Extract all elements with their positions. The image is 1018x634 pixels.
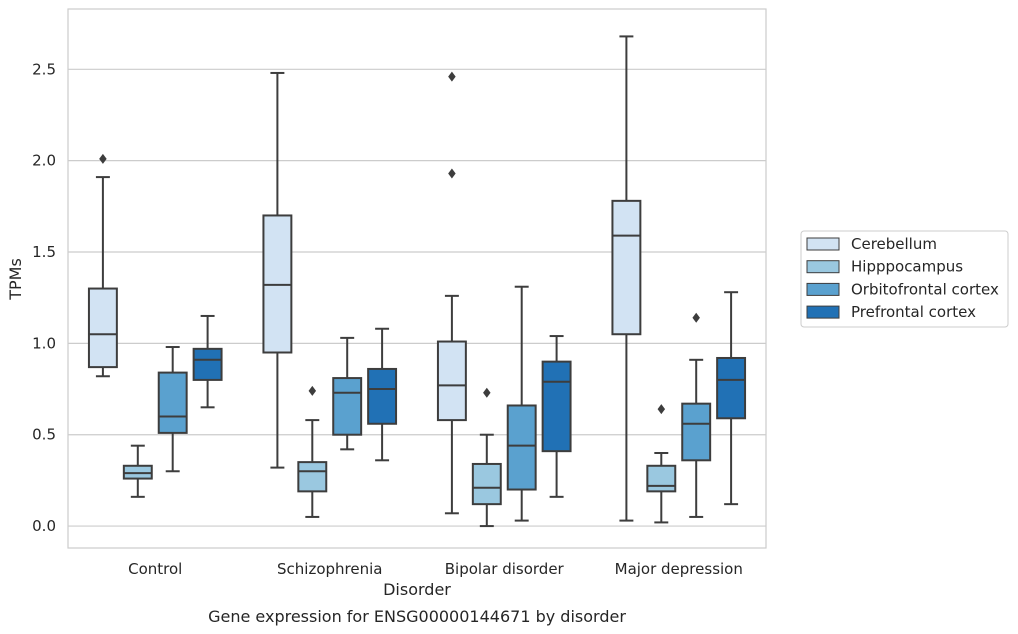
outlier-point [657, 404, 666, 415]
x-axis-label: Disorder [383, 580, 451, 599]
box-body [367, 367, 398, 425]
legend-swatch [806, 305, 840, 319]
box [471, 387, 502, 528]
box [506, 285, 537, 522]
outlier-point [483, 387, 491, 398]
y-axis-ticks: 0.0 0.5 1.0 1.5 2.0 2.5 [32, 60, 56, 535]
box-body [506, 404, 537, 491]
box-series [87, 35, 747, 528]
legend-label: Hipppocampus [851, 258, 963, 276]
box [436, 71, 467, 515]
box [157, 346, 188, 473]
box [87, 153, 118, 378]
outlier-point [448, 71, 456, 82]
box-body [436, 340, 467, 422]
box [192, 314, 223, 409]
outlier-point [308, 385, 317, 396]
x-axis-ticks: Control Schizophrenia Bipolar disorder Majo… [128, 560, 743, 578]
box-body [87, 287, 118, 369]
box-body [681, 402, 712, 462]
box-body [297, 461, 328, 493]
box-body [471, 462, 502, 506]
box-body [541, 360, 572, 453]
legend-swatch [806, 282, 840, 296]
legend-label: Cerebellum [851, 235, 937, 253]
x-tick-label: Schizophrenia [277, 560, 382, 578]
box-body [611, 199, 642, 336]
legend-frame [800, 230, 1009, 328]
x-tick-label: Control [128, 560, 182, 578]
box-body [716, 356, 747, 420]
outlier-point [99, 153, 107, 164]
box [367, 327, 398, 462]
y-axis-label: TPMs [6, 258, 25, 301]
box [611, 35, 642, 522]
plot-area [67, 8, 767, 549]
box-body [157, 371, 188, 434]
y-tick-label: 1.0 [32, 334, 56, 352]
box [681, 312, 712, 518]
y-tick-label: 2.0 [32, 152, 56, 170]
legend-swatch [806, 260, 840, 274]
legend-label: Prefrontal cortex [851, 303, 976, 321]
box [297, 385, 328, 518]
gridlines [68, 68, 766, 527]
legend-label: Orbitofrontal cortex [851, 280, 999, 298]
x-tick-label: Major depression [615, 560, 743, 578]
chart-title: Gene expression for ENSG00000144671 by d… [208, 607, 626, 626]
legend-swatch [806, 237, 840, 251]
outlier-point [448, 168, 456, 179]
box-body [646, 464, 677, 493]
box [541, 335, 572, 498]
y-tick-label: 1.5 [32, 243, 56, 261]
legend: Cerebellum Hipppocampus Orbitofrontal cort… [800, 230, 1009, 328]
box-body [332, 377, 363, 436]
y-tick-label: 2.5 [32, 60, 56, 78]
y-tick-label: 0.5 [32, 426, 56, 444]
box [122, 444, 153, 498]
box [332, 336, 363, 451]
box [646, 404, 677, 524]
box [716, 291, 747, 506]
box [262, 71, 293, 469]
x-tick-label: Bipolar disorder [445, 560, 565, 578]
y-tick-label: 0.0 [32, 517, 56, 535]
outlier-point [692, 312, 700, 323]
box-body [192, 347, 223, 381]
